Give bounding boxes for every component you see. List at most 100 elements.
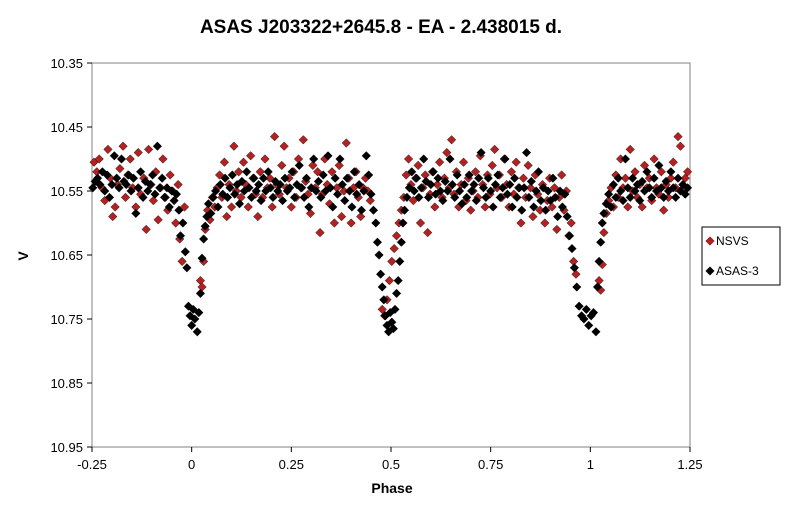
data-point: [395, 256, 405, 266]
data-point: [277, 196, 288, 206]
data-point: [579, 314, 589, 324]
data-point: [177, 256, 187, 266]
data-point: [206, 208, 216, 218]
data-point: [285, 183, 295, 193]
data-point: [462, 192, 472, 202]
data-point: [435, 186, 446, 196]
data-point: [507, 202, 517, 212]
data-point: [238, 157, 249, 167]
data-point: [332, 189, 343, 199]
data-point: [280, 173, 290, 183]
data-point: [158, 154, 168, 164]
data-point: [335, 154, 345, 164]
y-tick-label: 10.85: [50, 376, 83, 391]
data-point: [267, 202, 277, 212]
chart-title: ASAS J203322+2645.8 - EA - 2.438015 d.: [200, 17, 562, 38]
data-point: [138, 192, 148, 202]
data-point: [121, 180, 131, 190]
y-axis-label: V: [15, 251, 31, 261]
data-point: [218, 189, 228, 199]
data-point: [387, 256, 397, 266]
legend: NSVS ASAS-3: [701, 226, 781, 286]
data-point: [393, 276, 403, 286]
data-point: [438, 196, 448, 206]
data-point: [318, 170, 328, 180]
data-point: [502, 189, 512, 199]
data-point: [266, 183, 276, 193]
data-point: [377, 282, 387, 292]
data-point: [635, 196, 645, 206]
data-point: [133, 148, 143, 158]
data-point: [426, 180, 436, 190]
data-point: [359, 186, 369, 196]
data-point: [623, 183, 633, 193]
data-point: [211, 186, 221, 196]
data-point: [391, 288, 402, 298]
data-point: [213, 202, 223, 212]
data-point: [432, 180, 442, 190]
data-point: [466, 186, 477, 196]
data-point: [174, 205, 184, 215]
data-point: [557, 202, 568, 212]
data-point: [490, 180, 501, 190]
data-point: [327, 167, 337, 177]
data-point: [656, 167, 666, 177]
data-point: [505, 180, 515, 190]
data-point: [173, 180, 183, 190]
data-point: [524, 192, 534, 202]
data-point: [222, 192, 233, 202]
data-point: [517, 205, 527, 215]
data-point: [344, 186, 355, 196]
data-point: [409, 186, 419, 196]
y-axis: 10.35 10.45 10.55 10.65 10.75 10.85 10.95: [50, 56, 92, 455]
data-point: [157, 173, 167, 183]
data-point: [512, 192, 522, 202]
data-point: [116, 154, 127, 164]
x-axis: -0.25 0 0.25 0.5 0.75 1 1.25: [77, 447, 703, 472]
data-point: [104, 192, 115, 202]
data-point: [557, 170, 567, 180]
data-point: [150, 189, 160, 199]
data-point: [292, 180, 302, 190]
data-point: [120, 192, 131, 202]
data-point: [243, 202, 253, 212]
data-point: [423, 228, 433, 238]
data-point: [234, 199, 245, 209]
data-point: [268, 192, 278, 202]
data-point: [356, 212, 366, 222]
data-point: [480, 202, 490, 212]
data-point: [458, 157, 469, 167]
data-point: [298, 135, 308, 145]
data-point: [571, 269, 581, 279]
data-point: [349, 167, 359, 177]
data-point: [376, 269, 386, 279]
x-tick-label: 0.5: [382, 457, 400, 472]
data-point: [481, 192, 491, 202]
data-point: [550, 192, 560, 202]
data-point: [299, 192, 309, 202]
data-point: [616, 186, 626, 196]
data-point: [389, 244, 399, 254]
data-point: [258, 173, 269, 183]
data-point: [488, 202, 498, 212]
data-point: [671, 192, 681, 202]
data-point: [510, 173, 520, 183]
data-point: [531, 186, 541, 196]
data-point: [148, 196, 158, 206]
data-point: [159, 192, 170, 202]
data-point: [521, 148, 532, 158]
data-point: [222, 212, 232, 222]
data-point: [388, 324, 398, 334]
data-point: [286, 202, 296, 212]
data-point: [567, 244, 577, 254]
legend-marker-nsvs: [705, 236, 715, 246]
data-point: [661, 176, 671, 186]
data-point: [469, 180, 479, 190]
data-point: [356, 205, 367, 215]
data-point: [500, 154, 510, 164]
data-point: [342, 173, 352, 183]
data-point: [128, 173, 139, 183]
data-point: [637, 176, 647, 186]
data-point: [294, 160, 304, 170]
data-point: [270, 176, 280, 186]
